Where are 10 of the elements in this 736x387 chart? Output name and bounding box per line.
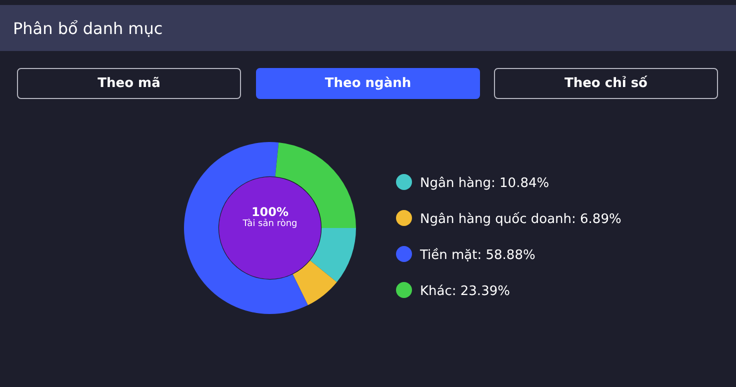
chart-title: Phân bổ danh mục (13, 19, 163, 38)
legend-label: Tiền mặt: 58.88% (420, 248, 536, 263)
legend-label: Ngân hàng: 10.84% (420, 176, 550, 191)
legend-label: Khác: 23.39% (420, 284, 510, 299)
text: Theo chỉ số (494, 68, 718, 99)
text: Theo mã (17, 68, 241, 99)
legend-label: Ngân hàng quốc doanh: 6.89% (420, 212, 622, 227)
text: Tài sản ròng (242, 219, 298, 229)
text: Theo ngành (256, 68, 480, 99)
text: 100% (251, 205, 289, 219)
